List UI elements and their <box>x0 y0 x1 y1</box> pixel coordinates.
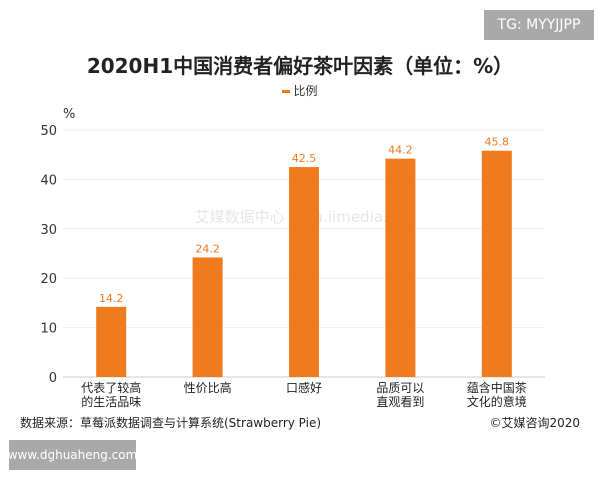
x-tick-label: 代表了较高的生活品味 <box>81 380 141 409</box>
x-tick-label: 口感好 <box>286 380 322 395</box>
x-tick-label-line: 性价比高 <box>184 380 232 395</box>
data-label: 42.5 <box>292 152 317 165</box>
bar <box>192 257 223 377</box>
data-label: 44.2 <box>388 144 413 157</box>
y-axis-label: % <box>63 107 75 122</box>
chart-title: 2020H1中国消费者偏好茶叶因素（单位：%） <box>86 54 514 78</box>
legend-swatch <box>282 90 291 93</box>
copyright: ©艾媒咨询2020 <box>489 416 580 430</box>
x-tick-label-line: 品质可以 <box>376 381 424 395</box>
x-tick-label: 蕴含中国茶文化的意境 <box>467 380 527 409</box>
data-label: 14.2 <box>99 292 124 305</box>
data-source: 数据来源：草莓派数据调查与计算系统(Strawberry Pie) <box>20 416 322 430</box>
x-tick-label-line: 的生活品味 <box>81 394 141 409</box>
bar <box>385 158 416 377</box>
x-tick-label-line: 代表了较高 <box>81 380 141 395</box>
bar <box>481 150 512 377</box>
x-tick-label: 品质可以直观看到 <box>376 381 424 409</box>
site-watermark: www.dghuaheng.com <box>8 440 137 470</box>
y-tick-label: 10 <box>40 322 57 337</box>
tg-watermark: TG: MYYJJPP <box>484 10 594 40</box>
x-tick-label-line: 文化的意境 <box>467 394 527 409</box>
bar <box>289 167 319 377</box>
x-tick-label-line: 口感好 <box>286 380 322 395</box>
y-tick-label: 30 <box>40 223 57 238</box>
y-tick-label: 0 <box>49 371 57 386</box>
x-tick-label-line: 蕴含中国茶 <box>467 380 527 395</box>
y-tick-label: 40 <box>40 173 57 188</box>
bar <box>96 306 127 377</box>
data-label: 24.2 <box>195 242 220 255</box>
y-tick-label: 20 <box>40 272 57 287</box>
y-tick-label: 50 <box>40 124 57 139</box>
x-tick-label: 性价比高 <box>184 380 232 395</box>
legend: 比例 <box>0 82 600 99</box>
legend-label: 比例 <box>293 84 318 98</box>
x-tick-label-line: 直观看到 <box>376 395 424 409</box>
data-label: 45.8 <box>485 136 510 149</box>
